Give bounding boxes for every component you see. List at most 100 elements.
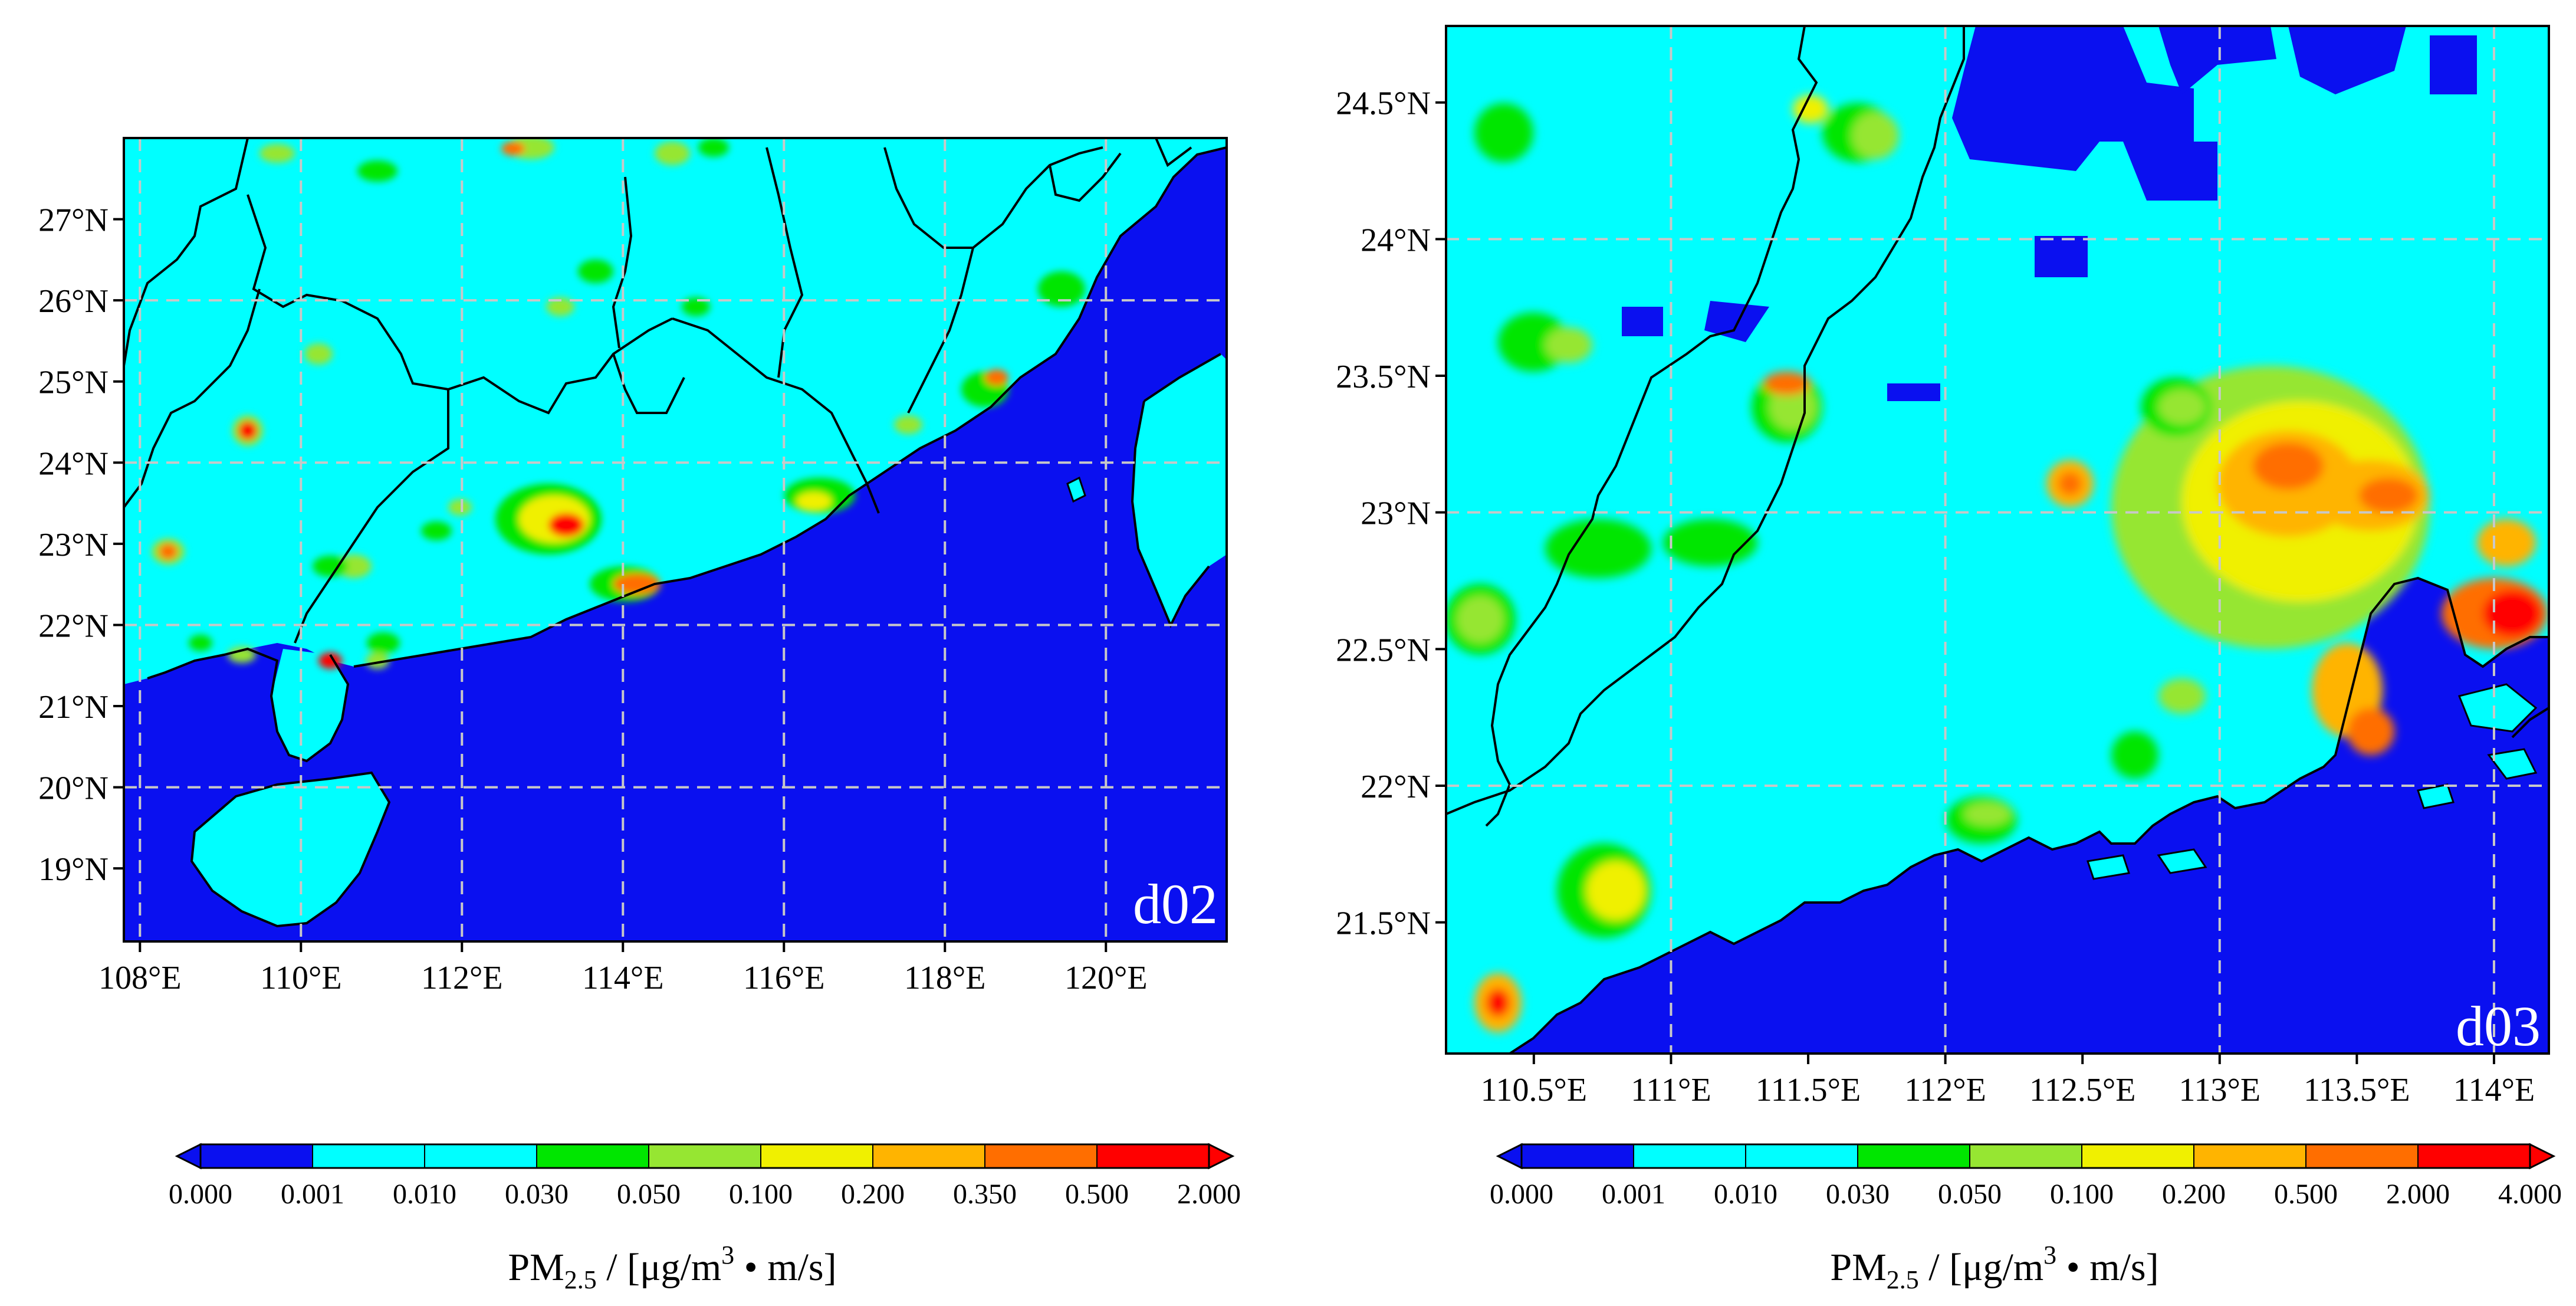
tick-label-lat: 24°N [38,445,109,482]
colorbar-tick-label: 0.350 [953,1179,1017,1210]
colorbar-segment [985,1144,1097,1168]
tick-label-lat: 24.5°N [1336,86,1431,122]
pollution-blob [1498,313,1569,372]
coastlines [147,146,1227,928]
pollution-blob [1763,372,1811,395]
colorbar-segment [537,1144,649,1168]
colorbar-segment [873,1144,985,1168]
tick-label-lon: 114°E [582,960,664,996]
pollution-blob [1474,103,1533,162]
colorbar-tick-label: 0.100 [2050,1179,2114,1210]
pollution-blob [2483,590,2542,637]
pollution-blob [2477,519,2536,566]
pollution-blob [238,421,257,440]
tick-label-lon: 108°E [98,960,182,996]
gridlines [124,138,1227,941]
province-borders [124,138,1192,644]
pollution-blob [228,647,256,663]
pollution-blob [613,573,661,595]
pollution-blob [304,343,333,365]
pollution-blob [2111,731,2158,779]
pollution-blob [894,415,922,434]
tick-label-lon: 120°E [1064,960,1148,996]
colorbar-tick-label: 2.000 [2386,1179,2450,1210]
map-area-d03 [1446,26,2549,1054]
tick-label-lon: 111.5°E [1756,1072,1861,1108]
colorbar-segment [1746,1144,1858,1168]
axis-ticks: 108°E 110°E 112°E 114°E 116°E 118°E 120°E 19°N 2… [38,202,1148,996]
pollution-blob [313,556,348,577]
tick-label-lon: 118°E [904,960,986,996]
colorbar-title: PM2.5 / [μg/m3 • m/s] [1830,1241,2158,1294]
pollution-blob [336,554,372,578]
pollution-blob [1486,989,1510,1017]
tick-label-lat: 24°N [1361,222,1431,258]
offshore-islands [2087,683,2538,880]
tick-label-lat: 19°N [38,851,109,888]
tick-label-lon: 113°E [2179,1072,2261,1108]
pollution-hotspots [152,138,1085,669]
colorbar-tick-label: 0.050 [1938,1179,2002,1210]
colorbar-segment [2306,1144,2418,1168]
colorbar-segment [649,1144,761,1168]
colorbar-tick-label: 0.200 [841,1179,905,1210]
tick-label-lat: 22°N [1361,769,1431,805]
colorbar-tick-label: 0.001 [1602,1179,1665,1210]
tick-label-lat: 27°N [38,202,109,239]
tick-label-lat: 21.5°N [1336,905,1431,942]
colorbar-segment [2194,1144,2306,1168]
pollution-blob [448,499,472,516]
tick-label-lon: 112.5°E [2029,1072,2136,1108]
pollution-blob [578,260,613,283]
pollution-blob [421,521,452,540]
pollution-blob [1793,95,1828,123]
colorbar-segment [1634,1144,1746,1168]
colorbar-tick-label: 0.100 [729,1179,793,1210]
tick-label-lat: 22.5°N [1336,632,1431,668]
colorbar-tick-label: 0.010 [1714,1179,1777,1210]
pollution-blob [985,369,1008,386]
pollution-blob [2347,708,2394,755]
colorbar-tick-label: 0.030 [1826,1179,1890,1210]
pollution-blob [2158,678,2206,714]
tick-label-lon: 110.5°E [1481,1072,1588,1108]
tick-label-lon: 112°E [421,960,503,996]
colorbar-tick-label: 0.000 [1490,1179,1553,1210]
pollution-blob [159,543,178,560]
map-frame [123,137,1228,943]
pollution-blob [1038,271,1085,307]
pollution-blob [1964,802,2011,826]
colorbar-tick-label: 0.500 [2274,1179,2338,1210]
tick-label-lat: 23.5°N [1336,359,1431,395]
pollution-blob [2158,389,2206,425]
colorbar-segment [1522,1144,1634,1168]
colorbar-tick-label: 0.001 [281,1179,344,1210]
tick-label-lat: 20°N [38,770,109,807]
colorbar-under-arrow [1496,1143,1523,1170]
tick-label-lat: 21°N [38,689,109,726]
pollution-blob [1545,519,1651,578]
colorbar-segment [761,1144,873,1168]
panel-label: d03 [2456,995,2541,1058]
hainan-island [192,773,389,926]
tick-label-lon: 110°E [260,960,342,996]
colorbar-over-arrow [2529,1143,2556,1170]
colorbar-tick-label: 0.030 [505,1179,569,1210]
colorbar: 0.000 0.001 0.010 0.030 0.050 0.100 0.200 0.500… [1490,1143,2562,1210]
pollution-blob [1457,596,1504,643]
map-frame [1445,25,2550,1055]
tick-label-lon: 116°E [743,960,825,996]
pollution-blob [357,160,397,182]
pollution-blob [2359,478,2418,513]
pollution-blob [655,142,690,165]
low-value-patches [1622,26,2477,401]
colorbar-tick-label: 4.000 [2498,1179,2562,1210]
pollution-blob [548,513,584,537]
mainland-land [124,138,1227,684]
tick-label-lon: 113.5°E [2304,1072,2410,1108]
pollution-blob [189,635,212,651]
map-panel-d02: d02 108°E 110°E 112°E 114°E 116°E 118°E 120°E1… [38,137,1241,1294]
pollution-blob [682,297,710,316]
colorbar-segment [201,1144,313,1168]
pollution-blob [796,492,832,511]
